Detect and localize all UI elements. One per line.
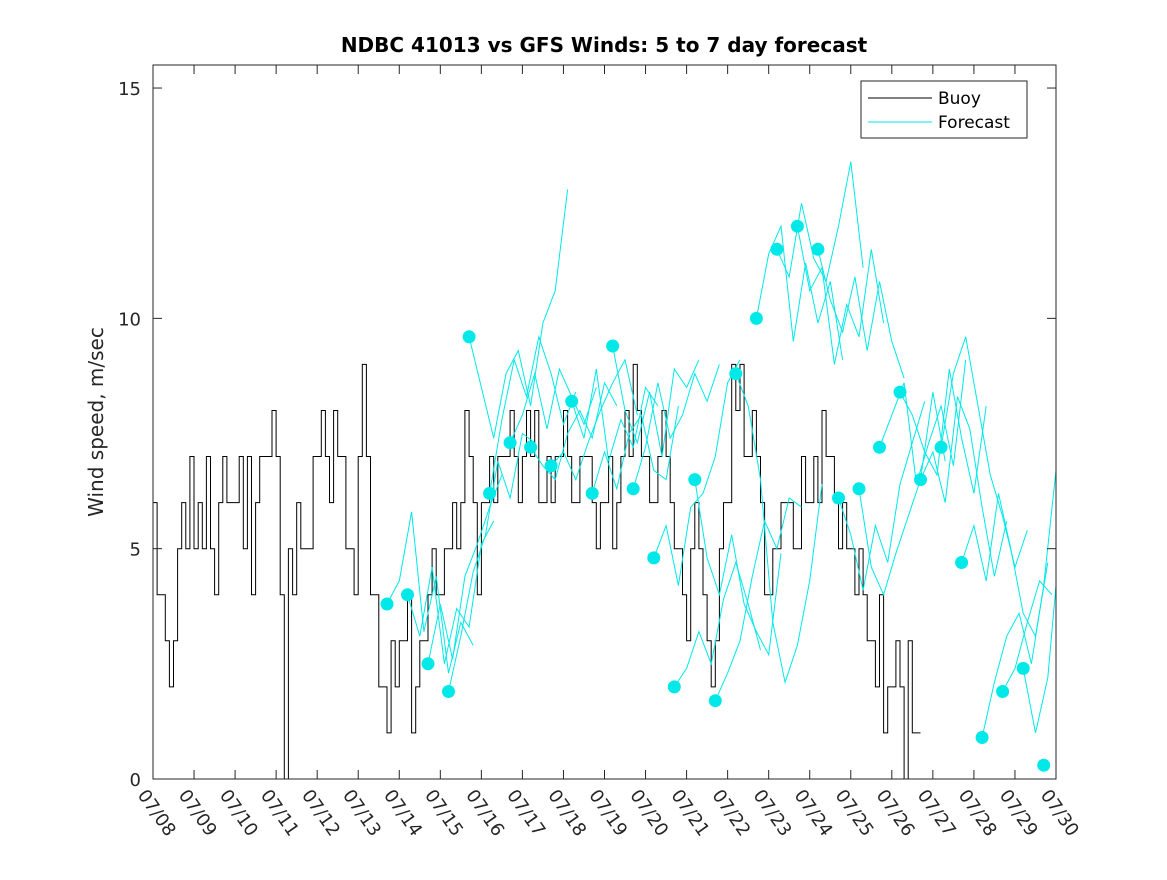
forecast-start-point — [688, 473, 702, 487]
forecast-run-line — [735, 373, 823, 685]
forecast-run-line — [858, 392, 946, 597]
forecast-start-point — [934, 440, 948, 454]
forecast-start-point — [606, 339, 620, 353]
forecast-start-point — [483, 486, 497, 500]
y-axis-ticks: 0 5 10 15 — [118, 79, 1056, 791]
forecast-start-point — [873, 440, 886, 454]
forecast-start-point — [503, 436, 517, 450]
forecast-run-line — [694, 479, 782, 657]
forecast-series — [386, 161, 1057, 738]
forecast-run-line — [407, 520, 495, 664]
forecast-run-line — [961, 493, 1049, 638]
forecast-start-point — [401, 588, 414, 602]
chart-title: NDBC 41013 vs GFS Winds: 5 to 7 day fore… — [341, 33, 868, 57]
forecast-run-line — [920, 396, 1008, 577]
forecast-start-point — [544, 459, 558, 473]
forecast-run-line — [653, 359, 741, 586]
forecast-run-line — [571, 368, 659, 462]
forecast-start-point — [975, 731, 989, 744]
forecast-start-point — [729, 367, 743, 381]
forecast-run-line — [1002, 579, 1053, 692]
legend: Buoy Forecast — [860, 80, 1028, 139]
forecast-run-line — [714, 497, 802, 701]
forecast-start-point — [996, 685, 1010, 698]
forecast-run-line — [612, 345, 700, 457]
forecast-start-point — [811, 242, 825, 256]
buoy-line — [153, 363, 921, 780]
y-axis-label: Wind speed, m/sec — [84, 327, 108, 517]
forecast-run-line — [591, 405, 679, 494]
forecast-start-point — [585, 486, 599, 500]
forecast-run-line — [386, 511, 474, 674]
forecast-start-point — [749, 311, 763, 325]
forecast-run-line — [427, 474, 503, 664]
plot-area — [153, 65, 1056, 779]
forecast-run-line — [673, 560, 761, 688]
legend-box — [860, 80, 1028, 139]
forecast-start-point — [421, 657, 435, 671]
forecast-start-point — [790, 219, 804, 233]
forecast-start-point — [524, 440, 538, 454]
y-tick-label: 0 — [130, 770, 141, 791]
forecast-start-point — [442, 685, 455, 698]
forecast-run-line — [1022, 585, 1057, 734]
forecast-run-line — [632, 364, 720, 489]
forecast-run-line — [817, 249, 905, 379]
forecast-start-point — [626, 482, 640, 496]
forecast-start-point — [914, 473, 927, 487]
forecast-run-line — [796, 226, 885, 365]
y-tick-label: 5 — [130, 540, 141, 561]
forecast-start-point — [462, 330, 476, 344]
forecast-start-point — [565, 394, 579, 408]
forecast-run-line — [468, 189, 569, 439]
forecast-start-point — [770, 242, 784, 256]
forecast-start-point — [852, 482, 866, 496]
forecast-run-line — [550, 358, 638, 481]
legend-label-buoy: Buoy — [938, 89, 981, 109]
forecast-start-point — [708, 694, 722, 708]
y-tick-label: 15 — [118, 79, 141, 100]
forecast-start-point — [1016, 661, 1030, 675]
buoy-series — [153, 363, 921, 780]
forecast-start-markers — [380, 219, 1051, 772]
forecast-start-point — [1037, 758, 1051, 772]
forecast-run-line — [509, 367, 597, 443]
forecast-run-line — [838, 401, 926, 591]
forecast-run-line — [776, 161, 864, 283]
forecast-start-point — [647, 551, 661, 565]
forecast-start-point — [893, 385, 907, 399]
forecast-start-point — [380, 597, 394, 611]
forecast-start-point — [667, 680, 681, 694]
legend-label-forecast: Forecast — [938, 113, 1010, 133]
forecast-start-point — [832, 491, 845, 505]
forecast-run-line — [530, 381, 618, 481]
forecast-run-line — [879, 359, 967, 485]
y-tick-label: 10 — [118, 309, 141, 330]
forecast-run-line — [489, 334, 577, 494]
forecast-run-line — [899, 368, 987, 494]
forecast-start-point — [955, 556, 969, 569]
